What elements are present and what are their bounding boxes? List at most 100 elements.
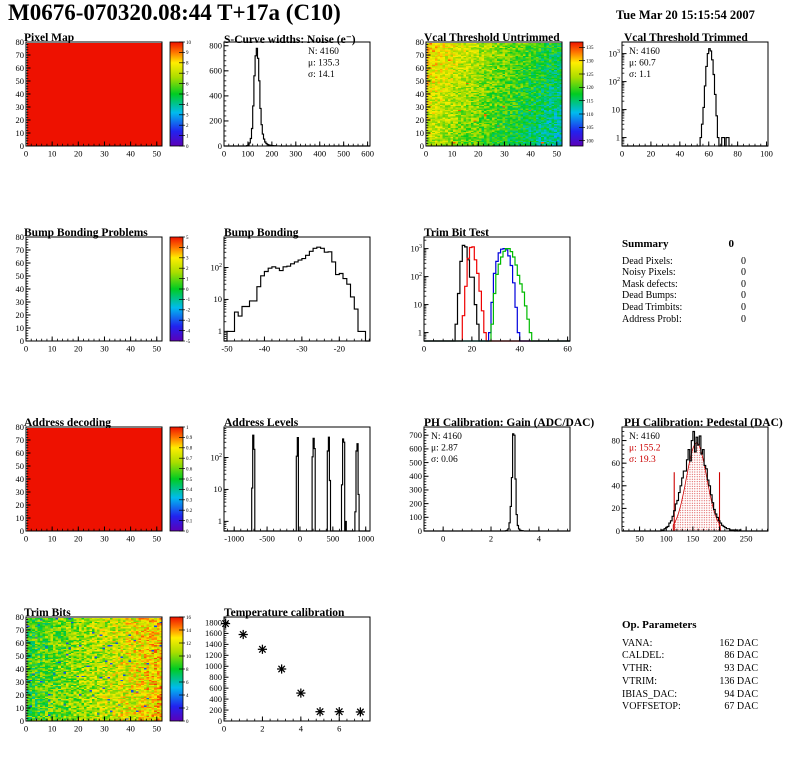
svg-text:500: 500 <box>409 457 422 467</box>
svg-text:500: 500 <box>337 149 350 159</box>
svg-text:10: 10 <box>16 513 25 523</box>
chart-ph-pedestal: PH Calibration: Pedestal (DAC) 50 100 150 20… <box>600 417 796 578</box>
svg-text:3: 3 <box>186 257 189 262</box>
svg-text:0: 0 <box>20 336 24 346</box>
svg-text:70: 70 <box>16 625 25 635</box>
svg-text:6: 6 <box>186 82 189 87</box>
svg-text:10: 10 <box>612 104 621 114</box>
svg-text:3: 3 <box>186 114 189 119</box>
svg-text:2: 2 <box>186 267 189 272</box>
op-parameter-label: CALDEL: <box>622 650 665 662</box>
op-parameter-label: VANA: <box>622 637 653 649</box>
svg-text:σ: 19.3: σ: 19.3 <box>629 455 656 465</box>
svg-text:1: 1 <box>186 277 189 282</box>
trimbit_test-plot: 0 20 40 60 1 10 102 103 <box>411 236 572 354</box>
svg-text:0.6: 0.6 <box>186 467 193 472</box>
address_decoding-plot: 0 10 20 30 40 50 0 10 20 30 40 50 60 70 80 1 0.9 0.8 0.7 0.… <box>16 422 193 544</box>
svg-text:8: 8 <box>186 668 189 673</box>
op-parameter-label: IBIAS_DAC: <box>622 688 678 700</box>
svg-text:6: 6 <box>186 681 189 686</box>
svg-text:30: 30 <box>100 344 109 354</box>
svg-text:50: 50 <box>153 724 162 734</box>
svg-text:N: 4160: N: 4160 <box>308 47 339 57</box>
svg-text:200: 200 <box>409 498 422 508</box>
svg-text:σ: 0.06: σ: 0.06 <box>431 455 458 465</box>
svg-text:0: 0 <box>24 149 28 159</box>
svg-text:60: 60 <box>16 638 25 648</box>
svg-text:200: 200 <box>265 149 278 159</box>
svg-text:70: 70 <box>16 435 25 445</box>
summary-row-value: 0 <box>741 255 746 267</box>
vcal_untrimmed-pixels <box>426 42 562 146</box>
svg-text:-500: -500 <box>259 534 275 544</box>
plot-title: Trim Bit Test <box>424 227 489 239</box>
svg-text:80: 80 <box>416 37 425 47</box>
svg-text:4: 4 <box>186 694 189 699</box>
chart-pixel-map: Pixel Map 0 10 20 30 40 50 0 10 20 30 40 50 60 70 80 10 9… <box>0 32 200 193</box>
svg-text:1: 1 <box>186 134 189 139</box>
svg-text:40: 40 <box>126 149 135 159</box>
svg-text:30: 30 <box>16 297 25 307</box>
plot-title: Address Levels <box>224 417 299 429</box>
svg-text:0.1: 0.1 <box>186 519 193 524</box>
op-parameter-value: 136 DAC <box>719 675 758 687</box>
svg-text:10: 10 <box>186 655 192 660</box>
summary-row-label: Dead Pixels: <box>622 255 673 267</box>
svg-text:80: 80 <box>16 37 25 47</box>
svg-text:60: 60 <box>16 258 25 268</box>
svg-text:105: 105 <box>586 126 594 131</box>
op-parameter-label: VOFFSETOP: <box>622 701 681 713</box>
svg-text:80: 80 <box>16 232 25 242</box>
svg-text:80: 80 <box>16 612 25 622</box>
svg-text:0: 0 <box>424 149 428 159</box>
svg-text:10: 10 <box>48 149 57 159</box>
svg-text:115: 115 <box>586 99 594 104</box>
svg-text:0: 0 <box>186 288 189 293</box>
svg-text:50: 50 <box>416 76 425 86</box>
plot-title: Address decoding <box>24 417 112 429</box>
svg-text:-1000: -1000 <box>224 534 244 544</box>
summary-row-value: 0 <box>741 301 746 313</box>
op-parameters-title: Op. Parameters <box>622 619 697 631</box>
svg-text:70: 70 <box>16 245 25 255</box>
svg-text:40: 40 <box>612 481 621 491</box>
plot-title: Temperature calibration <box>224 607 345 619</box>
svg-text:16: 16 <box>186 616 192 621</box>
chart-trim-bits: Trim Bits 0 10 20 30 40 50 0 10 20 30 40 50 60 70 80 16 1… <box>0 607 200 768</box>
svg-text:-50: -50 <box>221 344 232 354</box>
svg-text:80: 80 <box>612 435 621 445</box>
svg-text:60: 60 <box>704 149 713 159</box>
svg-text:20: 20 <box>16 115 25 125</box>
svg-text:1400: 1400 <box>205 639 222 649</box>
svg-text:1000: 1000 <box>357 534 374 544</box>
svg-text:μ: 155.2: μ: 155.2 <box>629 444 661 454</box>
svg-text:50: 50 <box>16 271 25 281</box>
plot-title: Vcal Threshold Trimmed <box>624 32 748 44</box>
op-parameter-value: 162 DAC <box>719 637 758 649</box>
chart-address-decoding: Address decoding 0 10 20 30 40 50 0 10 20 30 40 50 60… <box>0 417 200 578</box>
chart-bump-bonding: Bump Bonding -50 -40 -30 -20 1 10 102 <box>200 227 400 388</box>
summary-row-value: 0 <box>741 290 746 302</box>
plot-title: Bump Bonding <box>224 227 299 239</box>
svg-text:20: 20 <box>16 310 25 320</box>
svg-text:7: 7 <box>186 72 189 77</box>
vcal_trimmed-plot: 0 20 40 60 80 100 1 10 102 103 N: 4160 μ: 60.7σ: 1.… <box>609 41 773 159</box>
svg-text:-5: -5 <box>186 340 191 345</box>
svg-text:10: 10 <box>48 534 57 544</box>
svg-text:40: 40 <box>515 344 524 354</box>
svg-text:30: 30 <box>416 102 425 112</box>
svg-text:0: 0 <box>422 344 426 354</box>
svg-text:0: 0 <box>218 141 222 151</box>
svg-text:30: 30 <box>500 149 509 159</box>
svg-text:30: 30 <box>16 102 25 112</box>
svg-text:10: 10 <box>214 294 223 304</box>
svg-text:60: 60 <box>612 458 621 468</box>
svg-text:60: 60 <box>16 448 25 458</box>
svg-text:400: 400 <box>409 471 422 481</box>
svg-text:10: 10 <box>214 484 223 494</box>
svg-text:20: 20 <box>474 149 483 159</box>
svg-text:60: 60 <box>416 63 425 73</box>
